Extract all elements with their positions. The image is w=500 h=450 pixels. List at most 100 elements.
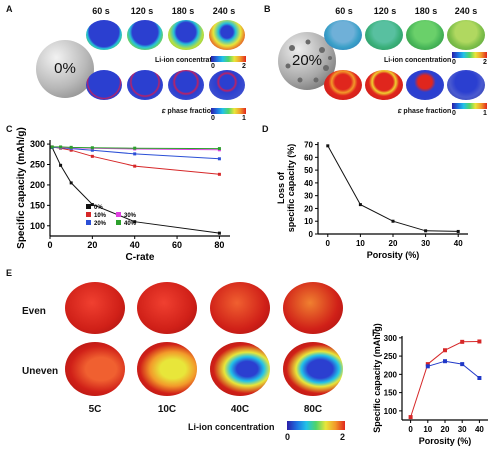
y-tick-label: 40 [304,179,313,188]
data-point [443,348,447,353]
time-label-b-60: 60 s [335,6,353,16]
data-point [424,229,428,233]
y-axis-label: Specific capacity (mAh/g) [16,127,27,249]
phase-hemisphere-a-240s [209,70,245,100]
y-tick-label: 20 [304,204,313,213]
chart-f: 0 10 20 30 40 100 150 200 250 300 Porosity (%) Spec… [372,323,488,446]
time-label-a-180: 180 s [171,6,195,16]
data-point [217,147,221,151]
data-point [90,203,94,207]
concentration-hemisphere-a-180s [168,20,204,50]
legend-label-3: 30% [124,213,137,219]
x-axis-label: C-rate [126,252,155,263]
pore-holes [285,39,332,83]
data-point [90,148,94,152]
legend-label-4: 40% [124,221,137,227]
legend-marker-2 [86,220,91,225]
phase-hemisphere-b-240s [447,70,485,100]
colorbar-max-a2: 1 [242,115,246,122]
colorbar-min-a2: 0 [211,115,215,122]
data-point [425,364,430,369]
data-point [59,163,63,167]
data-point [69,181,73,185]
x-tick-label: 20 [389,239,398,248]
series-line-0 [410,341,480,418]
x-tick-label: 40 [454,239,463,248]
x-tick-label: 30 [421,239,430,248]
panel-letter-a: A [6,4,13,14]
data-point [460,362,465,367]
concentration-hemisphere-b-180s [406,20,444,50]
data-point [50,145,54,149]
legend-label-1: 10% [94,213,107,219]
y-tick-label: 200 [384,370,398,379]
colorbar-max-b2: 1 [483,110,487,117]
legend-label-2: 20% [94,221,107,227]
colorbar-min-b2: 0 [452,110,456,117]
x-tick-label: 10 [356,239,365,248]
x-tick-label: 20 [87,240,97,250]
panel-letter-d: D [262,124,269,134]
colorbar-label-e: Li-ion concentration [188,422,275,432]
colorbar-label-a1: Li-ion concentration [155,57,223,64]
y-axis-label: specific capacity (%) [286,144,296,233]
y-tick-label: 250 [384,352,398,361]
panel-letter-c: C [6,124,13,134]
rate-label-10c: 10C [157,404,177,415]
y-tick-label: 100 [30,221,45,231]
y-tick-label: 60 [304,153,313,162]
time-label-b-120: 120 s [373,6,397,16]
y-tick-label: 30 [304,192,313,201]
data-point [69,145,73,149]
data-point [477,376,482,380]
x-tick-label: 0 [47,240,52,250]
y-tick-label: 70 [304,141,313,150]
data-point [133,152,137,156]
x-tick-label: 0 [326,239,331,248]
time-label-a-60: 60 s [92,6,110,16]
phase-hemisphere-a-120s [127,70,163,100]
even-particle-40c [210,282,270,334]
data-point [217,231,221,235]
y-tick-label: 150 [384,389,398,398]
y-tick-label: 200 [30,180,45,190]
row-label-uneven: Uneven [22,366,59,377]
colorbar-label-b1: Li-ion concentration [384,57,452,64]
legend-marker-0 [86,204,91,209]
legend-marker-1 [86,212,91,217]
time-label-a-120: 120 s [130,6,154,16]
y-tick-label: 300 [384,334,398,343]
phase-hemisphere-a-180s [168,70,204,100]
porosity-label-b: 20% [291,52,323,69]
solid-particle-sphere [36,40,94,98]
y-tick-label: 150 [30,200,45,210]
concentration-hemisphere-a-60s [86,20,122,50]
even-particle-10c [137,282,197,334]
data-point [443,359,447,364]
phase-hemisphere-b-60s [324,70,362,100]
y-tick-label: 10 [304,217,313,226]
data-point [456,229,460,233]
row-label-even: Even [22,306,46,317]
colorbar-min-b1: 0 [452,59,456,66]
x-tick-label: 0 [408,425,413,434]
panel-letter-f: F [372,328,378,338]
even-particle-80c [283,282,343,334]
rate-label-40c: 40C [230,404,250,415]
series-line-0 [51,147,220,234]
x-axis-label: Porosity (%) [419,436,472,446]
x-tick-label: 40 [475,425,484,434]
legend-marker-3 [116,212,121,217]
data-point [90,146,94,150]
data-point [59,145,63,149]
x-tick-label: 80 [214,240,224,250]
x-tick-label: 60 [172,240,182,250]
colorbar-max-e: 2 [340,432,346,442]
x-tick-label: 40 [130,240,140,250]
colorbar-label-a2: 𝜀 phase fraction [162,108,216,115]
x-axis-label: Porosity (%) [367,250,420,260]
data-point [133,164,137,168]
rate-label-80c: 80C [303,404,323,415]
y-tick-label: 50 [304,166,313,175]
series-line-1 [52,146,220,175]
